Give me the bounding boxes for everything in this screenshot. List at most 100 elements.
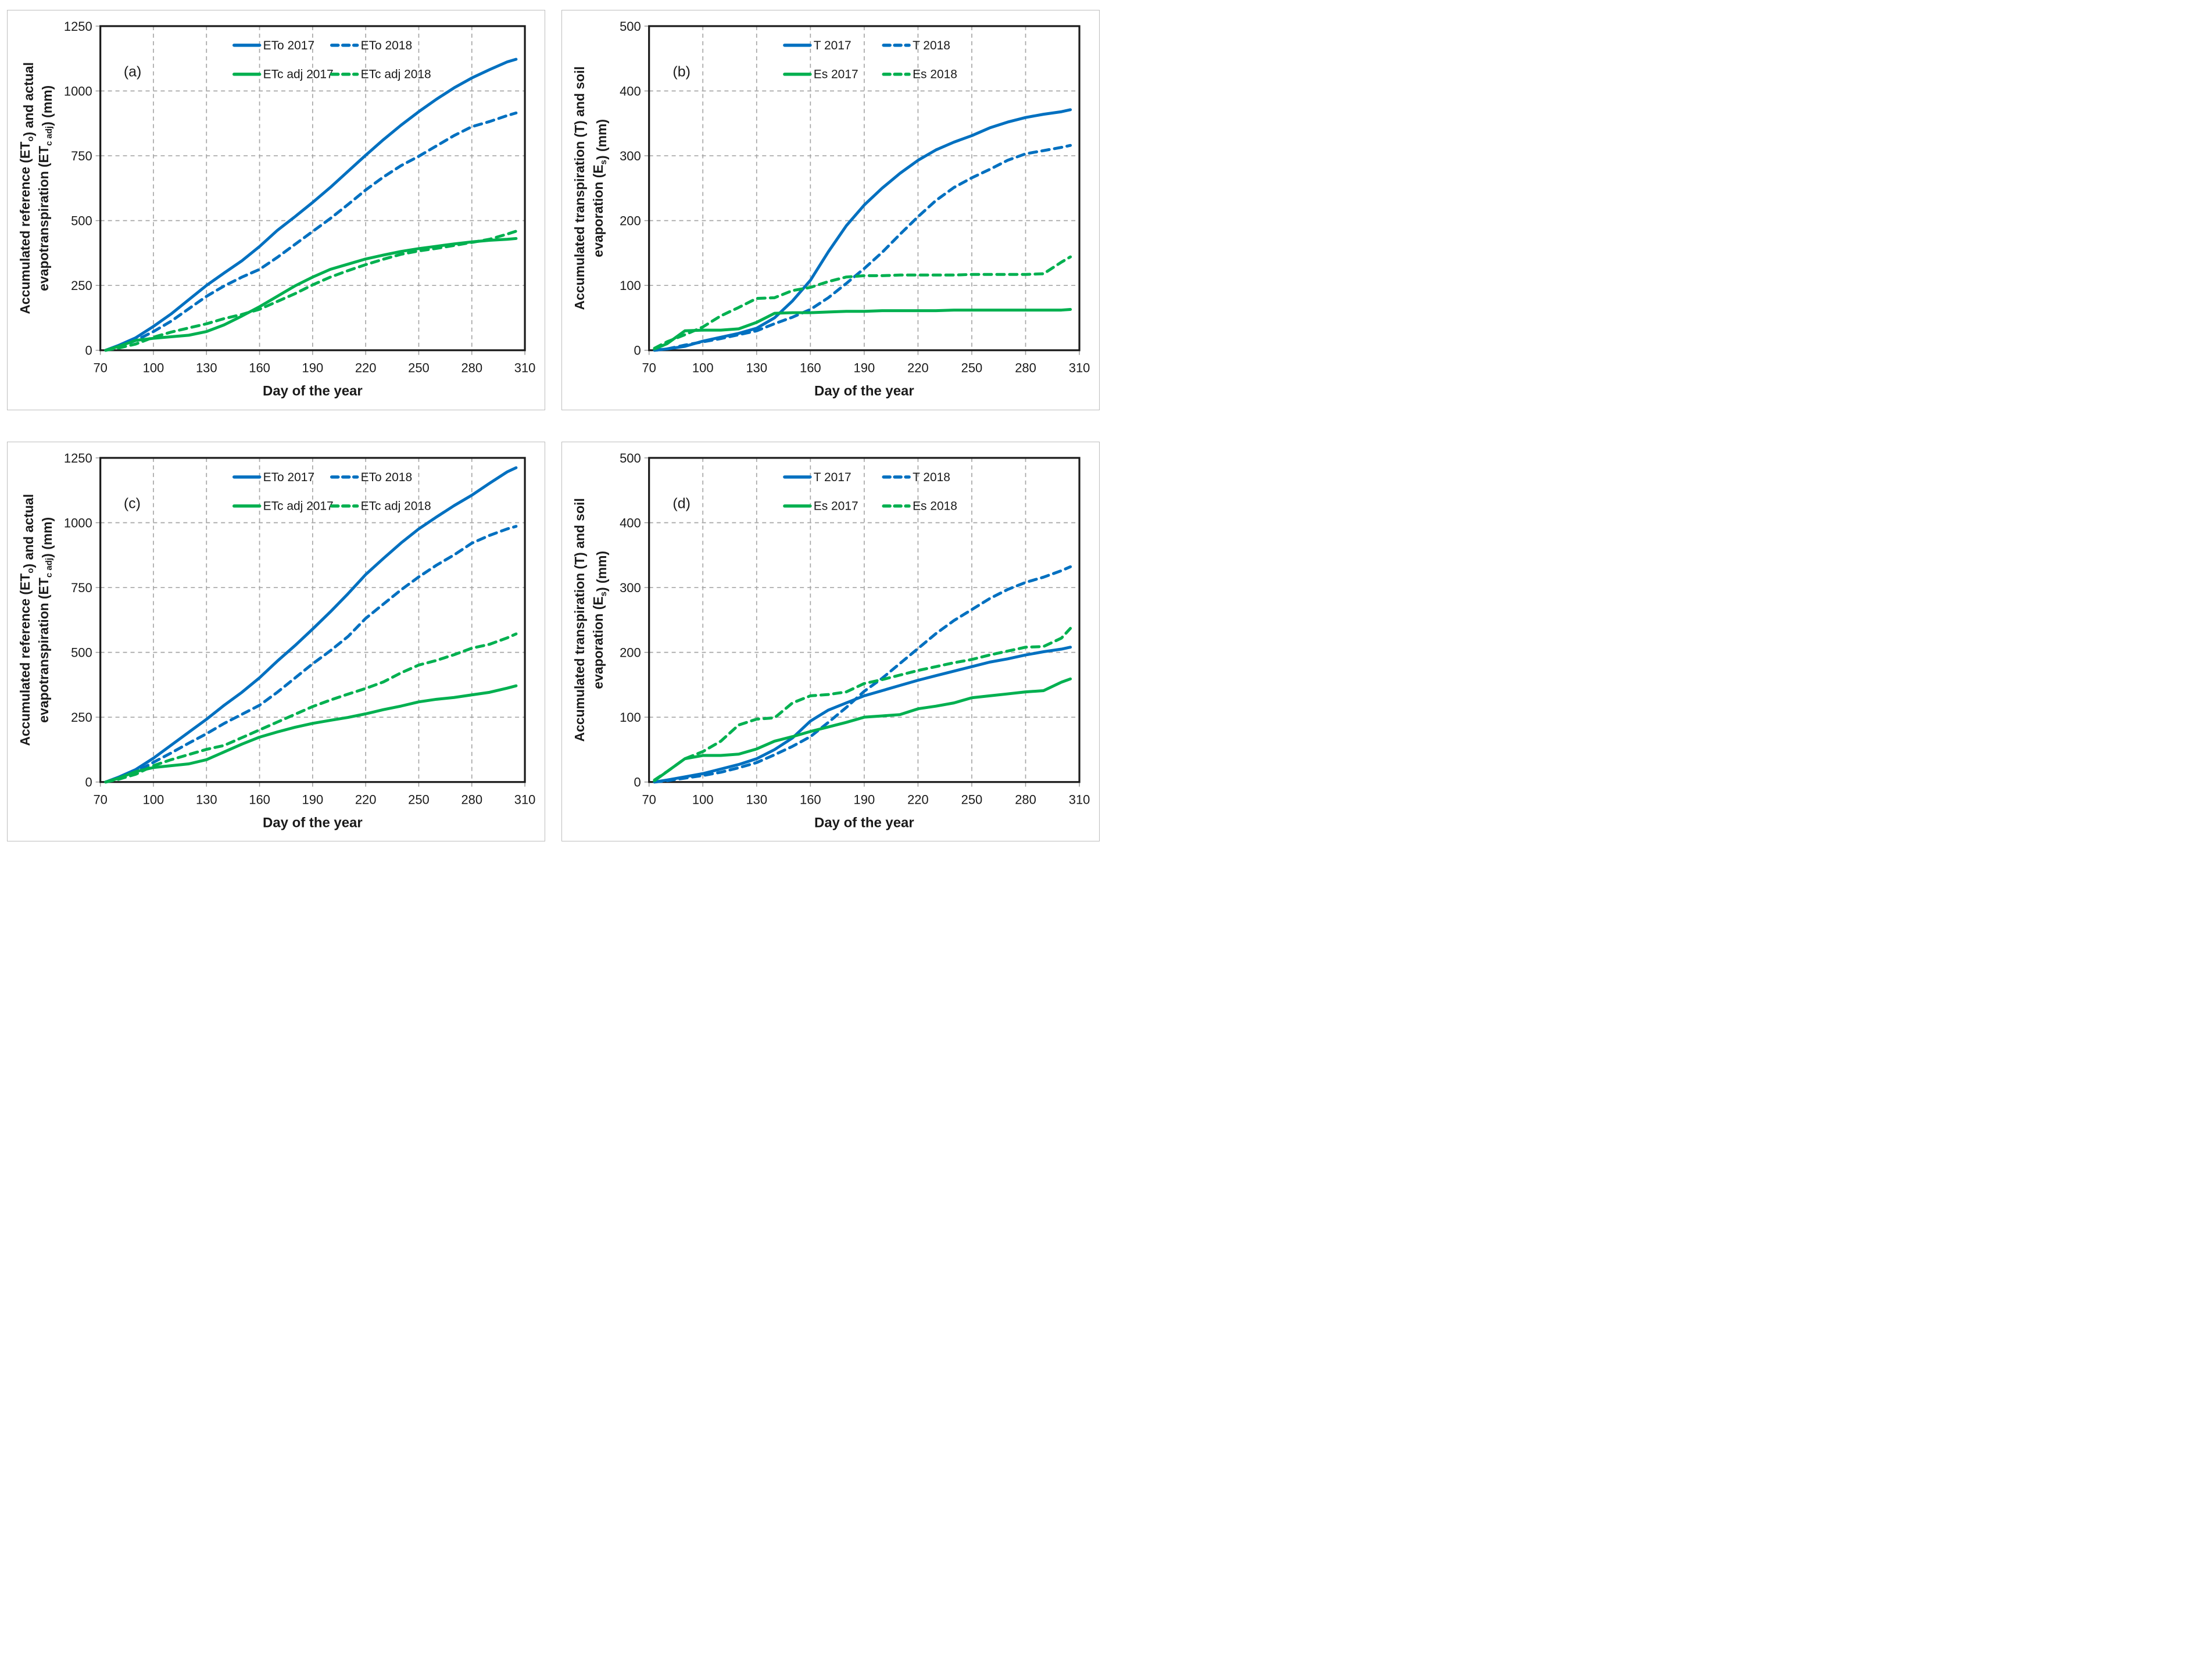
- plot-background: [562, 10, 1099, 410]
- x-tick-label: 280: [1015, 792, 1036, 807]
- x-tick-label: 70: [642, 792, 656, 807]
- x-tick-label: 130: [746, 792, 767, 807]
- panel-letter-label: (c): [124, 495, 141, 511]
- x-tick-label: 280: [461, 792, 482, 807]
- panel-a-evapotranspiration-chart: 70 100 130 160 190 220 250 280 310 0 250 500 750 1000…: [7, 10, 545, 410]
- y-tick-label: 500: [71, 214, 92, 228]
- legend-label: Es 2018: [913, 68, 957, 81]
- x-tick-label: 130: [746, 361, 767, 375]
- y-tick-label: 400: [620, 84, 641, 98]
- x-tick-label: 250: [961, 361, 983, 375]
- x-tick-label: 70: [642, 361, 656, 375]
- series-line: [653, 645, 1072, 783]
- plot-background: [8, 442, 545, 841]
- y-axis-title-line: Accumulated reference (ETo) and actual: [17, 62, 36, 314]
- legend-label: Es 2017: [814, 68, 858, 81]
- x-tick-label: 70: [93, 361, 107, 375]
- y-axis-title-line: evaporation (Es) (mm): [591, 119, 609, 257]
- x-tick-label: 220: [355, 792, 377, 807]
- x-tick-label: 190: [854, 792, 875, 807]
- x-tick-label: 160: [800, 792, 821, 807]
- series-line: [653, 626, 1072, 782]
- x-tick-label: 250: [961, 792, 983, 807]
- x-tick-label: 220: [355, 361, 377, 375]
- x-tick-label: 160: [800, 361, 821, 375]
- x-tick-label: 310: [1069, 361, 1090, 375]
- series-line: [104, 111, 518, 352]
- x-tick-label: 160: [249, 361, 270, 375]
- panel-letter-label: (b): [672, 63, 690, 80]
- legend-label: ETo 2017: [263, 39, 314, 52]
- legend-label: Es 2018: [913, 499, 957, 513]
- y-tick-label: 100: [620, 278, 641, 293]
- y-tick-label: 0: [85, 775, 92, 789]
- panel-b-plot: 70 100 130 160 190 220 250 280 310 0 100 200 300 400 5…: [562, 10, 1099, 410]
- y-axis-title-line: Accumulated transpiration (T) and soil: [572, 498, 587, 742]
- legend-label: ETc adj 2018: [361, 68, 431, 81]
- series-line: [104, 237, 518, 352]
- legend-label: T 2017: [814, 470, 852, 483]
- legend-label: ETc adj 2017: [263, 68, 334, 81]
- y-tick-label: 500: [620, 19, 641, 34]
- legend-label: T 2018: [913, 39, 950, 52]
- y-tick-label: 500: [620, 450, 641, 465]
- series-line: [104, 230, 518, 352]
- y-axis-title-line: Accumulated reference (ETo) and actual: [17, 494, 36, 746]
- legend-label: T 2018: [913, 470, 950, 483]
- x-axis-title: Day of the year: [814, 815, 914, 830]
- legend-label: ETo 2018: [361, 39, 412, 52]
- x-tick-label: 100: [143, 792, 164, 807]
- y-tick-label: 0: [85, 343, 92, 358]
- plot-background: [562, 442, 1099, 841]
- y-tick-label: 400: [620, 515, 641, 530]
- x-axis-title: Day of the year: [263, 815, 363, 830]
- x-tick-label: 70: [93, 792, 107, 807]
- legend-label: ETc adj 2017: [263, 499, 334, 513]
- legend-label: Es 2017: [814, 499, 858, 513]
- series-line: [104, 58, 518, 352]
- x-tick-label: 190: [302, 361, 324, 375]
- series-line: [653, 307, 1072, 351]
- series-line: [104, 684, 518, 783]
- legend-label: ETo 2017: [263, 470, 314, 483]
- plot-border: [99, 456, 526, 783]
- x-tick-label: 250: [408, 361, 430, 375]
- panel-letter-label: (a): [124, 63, 141, 80]
- y-axis-title-line: evapotranspiration (ETc adj) (mm): [36, 517, 55, 722]
- panel-d-transpiration-evaporation-chart: 70 100 130 160 190 220 250 280 310 0 100 200 300 400 5…: [561, 441, 1100, 841]
- y-tick-label: 200: [620, 214, 641, 228]
- x-tick-label: 310: [1069, 792, 1090, 807]
- y-tick-label: 100: [620, 710, 641, 725]
- series-line: [104, 465, 518, 783]
- y-tick-label: 300: [620, 581, 641, 595]
- four-panel-et-figure: 70 100 130 160 190 220 250 280 310 0 250 500 750 1000…: [0, 0, 1106, 854]
- y-tick-label: 750: [71, 581, 92, 595]
- y-tick-label: 250: [71, 710, 92, 725]
- x-tick-label: 160: [249, 792, 270, 807]
- y-axis-title-line: Accumulated transpiration (T) and soil: [572, 66, 587, 310]
- panel-b-transpiration-evaporation-chart: 70 100 130 160 190 220 250 280 310 0 100 200 300 400 5…: [561, 10, 1100, 410]
- x-tick-label: 130: [196, 792, 217, 807]
- legend-label: ETo 2018: [361, 470, 412, 483]
- plot-border: [99, 25, 526, 352]
- x-tick-label: 130: [196, 361, 217, 375]
- plot-background: [8, 10, 545, 410]
- series-line: [653, 677, 1072, 782]
- plot-border: [648, 456, 1081, 783]
- y-tick-label: 1250: [64, 19, 92, 34]
- x-tick-label: 280: [1015, 361, 1036, 375]
- x-tick-label: 310: [514, 361, 536, 375]
- y-axis-title-line: evapotranspiration (ETc adj) (mm): [36, 85, 55, 291]
- x-tick-label: 190: [302, 792, 324, 807]
- y-tick-label: 0: [634, 343, 641, 358]
- x-tick-label: 100: [692, 792, 714, 807]
- panel-d-plot: 70 100 130 160 190 220 250 280 310 0 100 200 300 400 5…: [562, 442, 1099, 841]
- series-line: [104, 632, 518, 783]
- series-line: [653, 255, 1072, 350]
- x-tick-label: 220: [907, 361, 929, 375]
- x-tick-label: 250: [408, 792, 430, 807]
- x-tick-label: 310: [514, 792, 536, 807]
- panel-a-plot: 70 100 130 160 190 220 250 280 310 0 250 500 750 1000…: [8, 10, 545, 410]
- plot-border: [648, 25, 1081, 352]
- series-line: [653, 565, 1072, 783]
